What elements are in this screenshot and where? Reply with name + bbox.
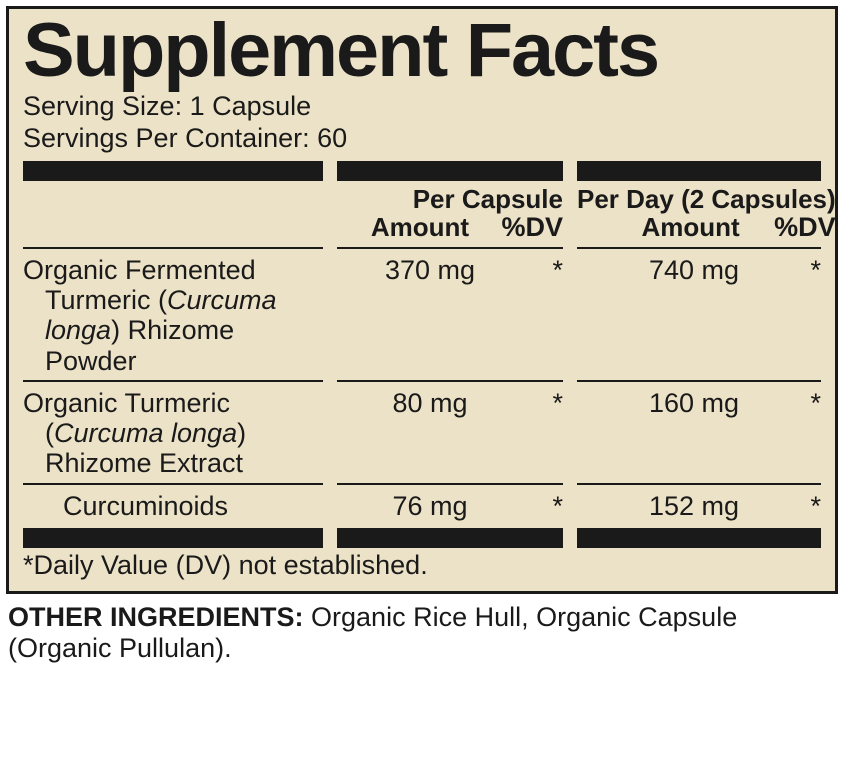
name-italic: Curcuma longa: [54, 418, 237, 448]
header-dv-label: %DV: [766, 213, 836, 243]
thick-rule-segment: [337, 528, 563, 548]
dv-value: *: [523, 491, 563, 522]
dv-value: *: [523, 255, 563, 376]
servings-per-container-line: Servings Per Container: 60: [23, 123, 821, 155]
servings-per-container-value: 60: [317, 123, 347, 153]
dv-value: *: [781, 491, 821, 522]
header-spacer: [23, 185, 323, 243]
name-text: (: [45, 418, 54, 448]
per-capsule-cell: 80 mg *: [337, 380, 563, 479]
name-text: Rhizome Extract: [23, 448, 323, 478]
amount-value: 152 mg: [577, 491, 781, 522]
thick-rule-bottom: [23, 528, 821, 548]
amount-value: 740 mg: [577, 255, 781, 376]
name-text: longa) Rhizome: [23, 315, 323, 345]
supplement-facts-panel: Supplement Facts Serving Size: 1 Capsule…: [6, 6, 838, 594]
other-ingredients: OTHER INGREDIENTS: Organic Rice Hull, Or…: [6, 602, 838, 664]
name-text: ): [237, 418, 246, 448]
header-per-day: Per Day (2 Capsules) Amount %DV: [577, 185, 836, 243]
amount-value: 160 mg: [577, 388, 781, 479]
per-capsule-cell: 76 mg *: [337, 483, 563, 522]
per-day-cell: 152 mg *: [577, 483, 821, 522]
dv-value: *: [523, 388, 563, 479]
panel-title: Supplement Facts: [23, 9, 837, 91]
per-day-cell: 740 mg *: [577, 247, 821, 376]
per-capsule-cell: 370 mg *: [337, 247, 563, 376]
servings-per-container-label: Servings Per Container:: [23, 123, 310, 153]
per-day-cell: 160 mg *: [577, 380, 821, 479]
header-amount-label: Amount: [577, 213, 766, 243]
name-text: Organic Fermented: [23, 255, 256, 285]
name-text: (Curcuma longa): [23, 418, 323, 448]
ingredient-name: Organic Turmeric (Curcuma longa) Rhizome…: [23, 380, 323, 479]
thick-rule-segment: [337, 161, 563, 181]
ingredient-row: Organic Fermented Turmeric (Curcuma long…: [23, 243, 821, 376]
name-italic: longa: [45, 315, 111, 345]
ingredient-row: Curcuminoids 76 mg * 152 mg *: [23, 479, 821, 522]
name-text: Powder: [23, 346, 323, 376]
header-dv-label: %DV: [493, 213, 563, 243]
amount-value: 76 mg: [337, 491, 523, 522]
header-amount-label: Amount: [337, 213, 493, 243]
ingredient-name: Organic Fermented Turmeric (Curcuma long…: [23, 247, 323, 376]
name-text: Organic Turmeric: [23, 388, 230, 418]
ingredient-name: Curcuminoids: [23, 483, 323, 522]
amount-value: 80 mg: [337, 388, 523, 479]
thick-rule-segment: [23, 528, 323, 548]
dv-value: *: [781, 255, 821, 376]
thick-rule-top: [23, 161, 821, 181]
dv-footnote: *Daily Value (DV) not established.: [23, 548, 821, 581]
serving-size-line: Serving Size: 1 Capsule: [23, 91, 821, 123]
name-text: Turmeric (: [45, 285, 167, 315]
header-per-day-label: Per Day (2 Capsules): [577, 185, 836, 214]
name-text: ) Rhizome: [111, 315, 234, 345]
serving-size-value: 1 Capsule: [190, 91, 312, 121]
dv-value: *: [781, 388, 821, 479]
thick-rule-segment: [577, 161, 821, 181]
column-headers: Per Capsule Amount %DV Per Day (2 Capsul…: [23, 185, 821, 243]
ingredient-row: Organic Turmeric (Curcuma longa) Rhizome…: [23, 376, 821, 479]
thick-rule-segment: [23, 161, 323, 181]
other-ingredients-label: OTHER INGREDIENTS:: [8, 602, 304, 632]
amount-value: 370 mg: [337, 255, 523, 376]
header-per-capsule: Per Capsule Amount %DV: [337, 185, 563, 243]
name-text: Turmeric (Curcuma: [23, 285, 323, 315]
serving-size-label: Serving Size:: [23, 91, 182, 121]
name-text: Curcuminoids: [23, 491, 323, 521]
thick-rule-segment: [577, 528, 821, 548]
name-italic: Curcuma: [167, 285, 277, 315]
header-per-capsule-label: Per Capsule: [337, 185, 563, 214]
